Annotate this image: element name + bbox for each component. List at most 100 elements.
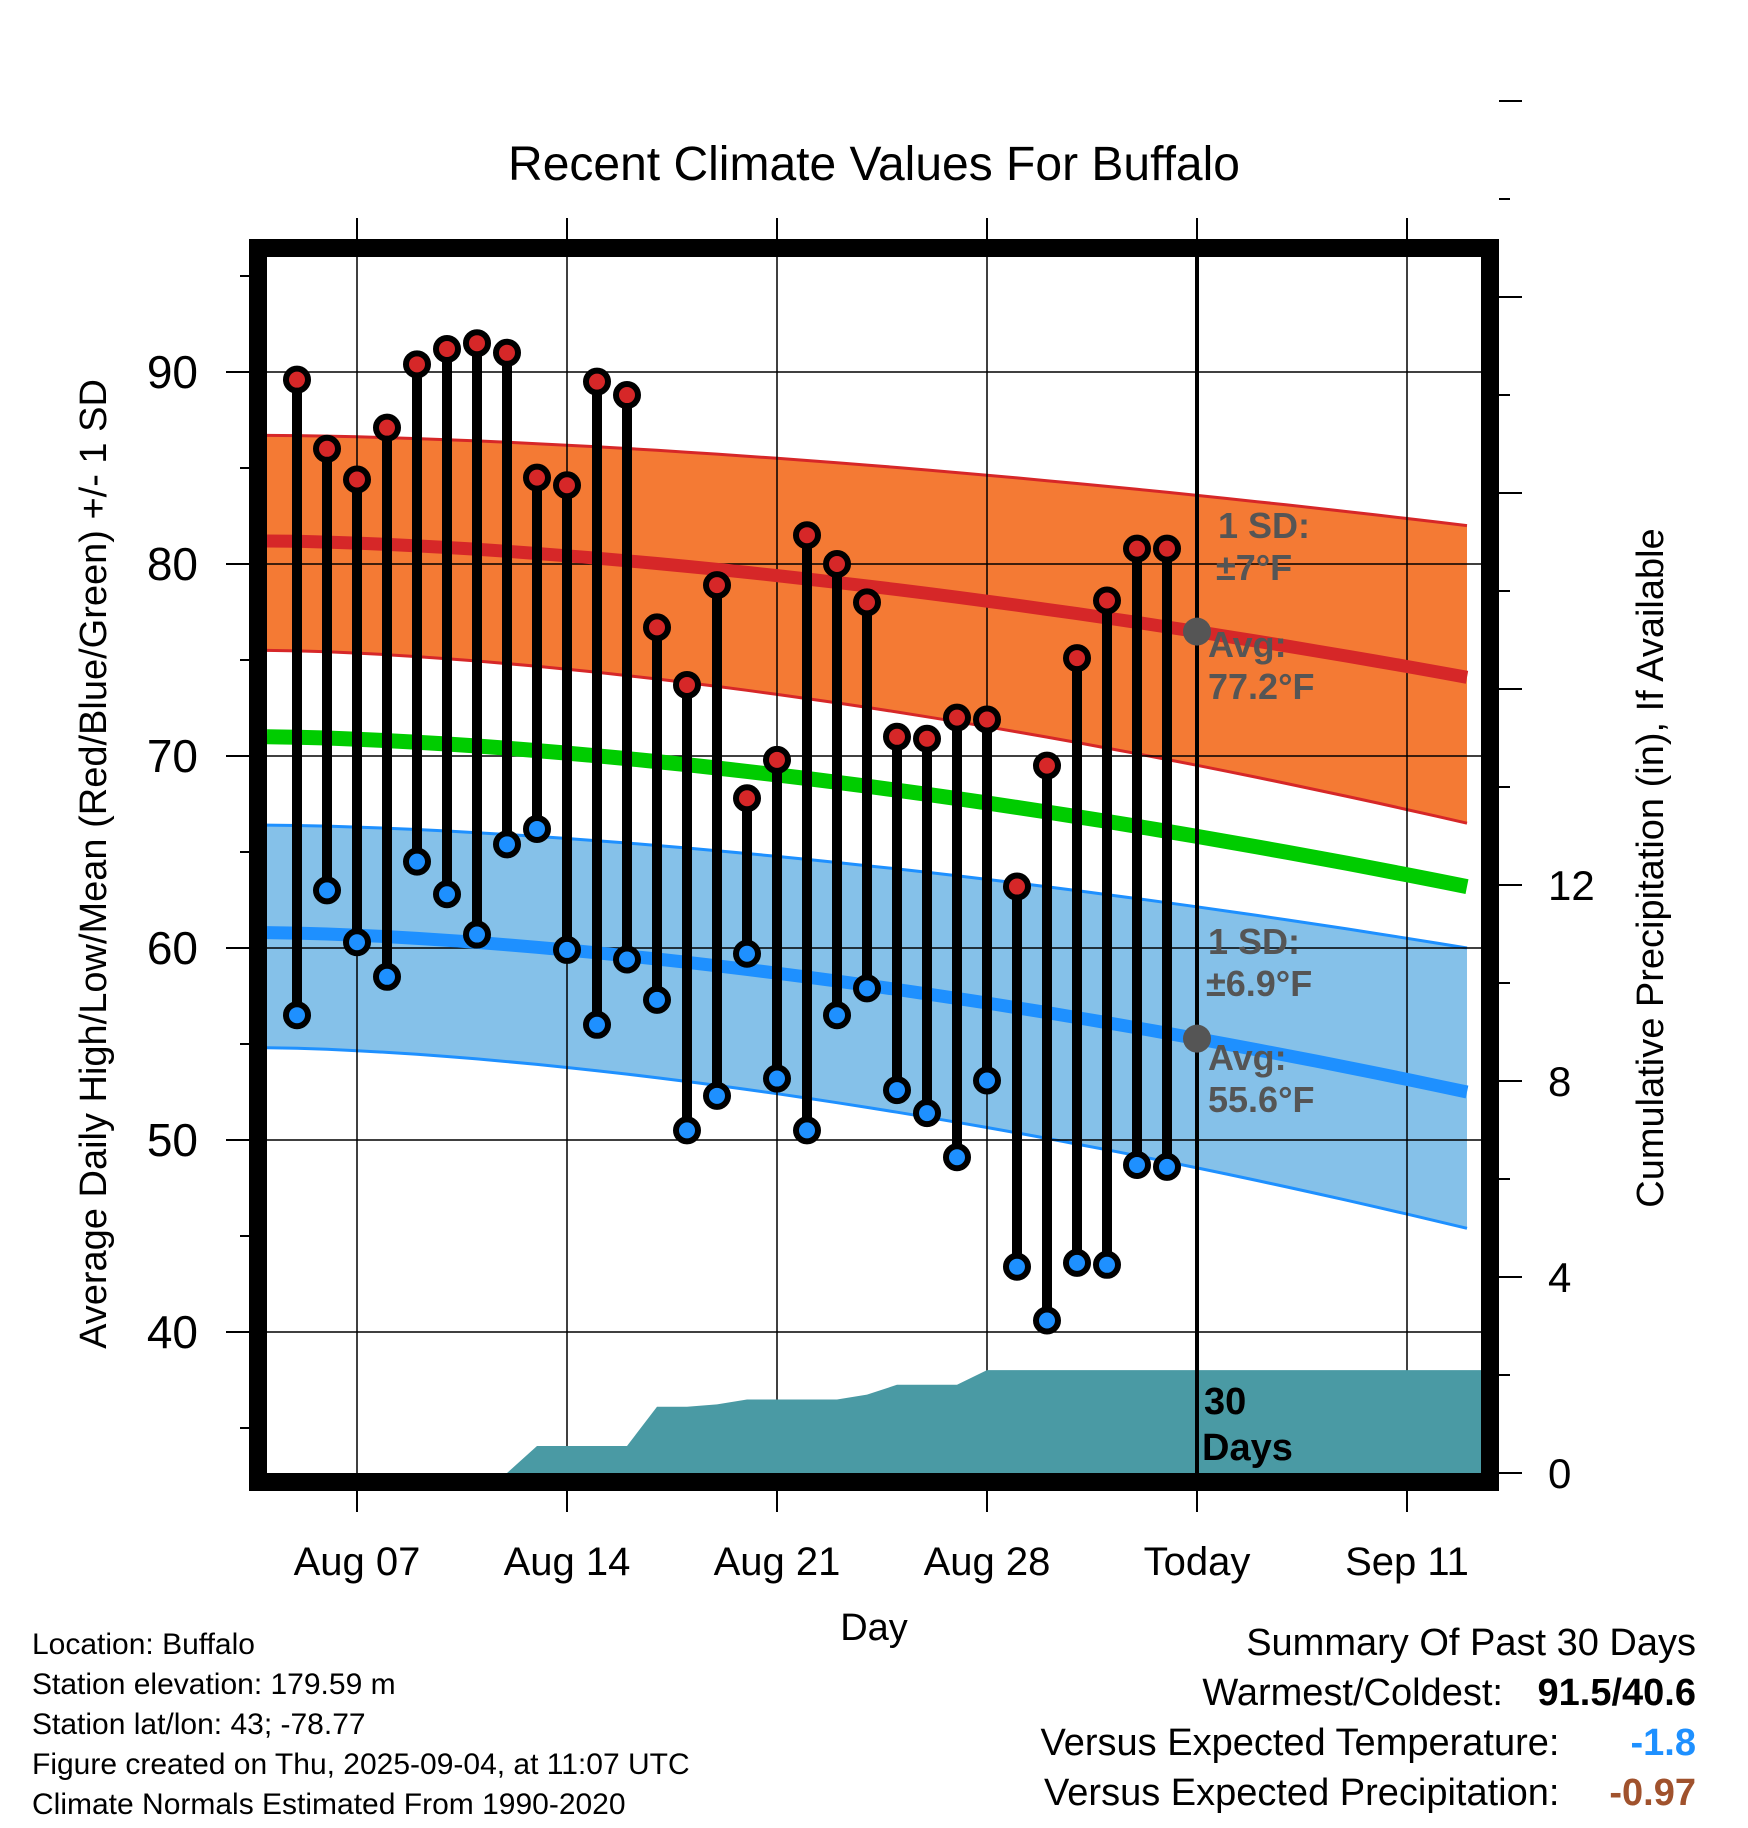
- daily-high-point: [913, 724, 941, 753]
- low-sd-lower-edge: [266, 1046, 1468, 1230]
- x-tick-label: Aug 14: [504, 1540, 631, 1584]
- daily-high-point: [613, 381, 641, 410]
- summary-title: Summary Of Past 30 Days: [1246, 1622, 1696, 1664]
- daily-low-point: [313, 876, 341, 905]
- daily-low-point: [643, 985, 671, 1014]
- summary-warmest-label: Warmest/Coldest:: [1202, 1672, 1503, 1714]
- daily-high-point: [733, 784, 761, 813]
- period-number: 30: [1204, 1381, 1246, 1423]
- summary-precip-value: -0.97: [1609, 1772, 1696, 1814]
- annotations: 1 SD: ±7°F Avg: 77.2°F 1 SD: ±6.9°F Avg:…: [1202, 505, 1314, 1469]
- y-tick-label: 70: [147, 730, 198, 782]
- y2-tick-label: 4: [1548, 1254, 1571, 1301]
- x-tick-label: Aug 28: [924, 1540, 1051, 1584]
- daily-low-point: [283, 1001, 311, 1030]
- daily-high-point: [763, 745, 791, 774]
- y2-tick-label: 8: [1548, 1058, 1571, 1105]
- daily-high-point: [493, 338, 521, 367]
- daily-low-point: [463, 920, 491, 949]
- x-tick-label: Aug 07: [294, 1540, 421, 1584]
- footer-elevation: Station elevation: 179.59 m: [32, 1668, 396, 1701]
- daily-high-point: [853, 588, 881, 617]
- y-tick-label: 60: [147, 922, 198, 974]
- daily-low-point: [853, 974, 881, 1003]
- daily-high-point: [403, 350, 431, 379]
- daily-high-point: [553, 471, 581, 500]
- daily-high-point: [523, 463, 551, 492]
- daily-high-point: [1033, 751, 1061, 780]
- footer-normals: Climate Normals Estimated From 1990-2020: [32, 1788, 626, 1821]
- daily-low-point: [943, 1143, 971, 1172]
- summary-temp-row: Versus Expected Temperature: -1.8: [1041, 1722, 1696, 1765]
- daily-high-point: [583, 367, 611, 396]
- summary-warmest-row: Warmest/Coldest: 91.5/40.6: [1202, 1672, 1696, 1715]
- low-avg-today-dot: [1183, 1024, 1211, 1053]
- low-sd-label: 1 SD:: [1208, 921, 1300, 962]
- daily-high-point: [343, 465, 371, 494]
- daily-high-point: [823, 550, 851, 578]
- high-sd-upper-edge: [266, 433, 1468, 528]
- x-tick-label: Aug 21: [714, 1540, 841, 1584]
- daily-high-point: [943, 703, 971, 732]
- x-tick-label: Today: [1144, 1540, 1251, 1584]
- summary-temp-value: -1.8: [1630, 1722, 1696, 1764]
- daily-high-point: [463, 329, 491, 358]
- daily-low-point: [613, 945, 641, 974]
- precipitation-area: [507, 1370, 1481, 1473]
- plot-frame: [249, 239, 1499, 1491]
- daily-low-point: [493, 830, 521, 859]
- daily-high-point: [1153, 534, 1181, 563]
- daily-high-point: [1123, 534, 1151, 563]
- y2-axis-label: Cumulative Precipitation (in), If Availa…: [1630, 528, 1672, 1207]
- low-avg-label: Avg:: [1208, 1037, 1287, 1078]
- daily-low-point: [763, 1064, 791, 1093]
- daily-observations: [283, 329, 1181, 1335]
- daily-low-point: [1063, 1248, 1091, 1277]
- precip-area-fill: [507, 1370, 1481, 1473]
- high-sd-label: 1 SD:: [1218, 505, 1310, 546]
- daily-low-point: [823, 1001, 851, 1030]
- daily-low-point: [883, 1076, 911, 1105]
- daily-high-point: [793, 521, 821, 550]
- high-avg-today-dot: [1183, 617, 1211, 646]
- daily-high-point: [373, 413, 401, 442]
- y-tick-label: 50: [147, 1114, 198, 1166]
- daily-high-point: [673, 670, 701, 699]
- summary-precip-label: Versus Expected Precipitation:: [1044, 1772, 1560, 1814]
- daily-low-point: [433, 880, 461, 909]
- summary-precip-row: Versus Expected Precipitation: -0.97: [1044, 1772, 1696, 1815]
- y-tick-label: 90: [147, 346, 198, 398]
- y2-tick-label: 0: [1548, 1450, 1571, 1497]
- daily-high-point: [1063, 644, 1091, 673]
- daily-low-point: [1123, 1150, 1151, 1179]
- daily-low-point: [703, 1081, 731, 1110]
- period-unit: Days: [1202, 1427, 1293, 1469]
- chart-title: Recent Climate Values For Buffalo: [508, 138, 1240, 191]
- x-axis-label: Day: [840, 1607, 908, 1649]
- footer-latlon: Station lat/lon: 43; -78.77: [32, 1708, 366, 1741]
- today-marker: [1183, 257, 1211, 1473]
- daily-low-point: [1003, 1252, 1031, 1281]
- daily-low-point: [793, 1116, 821, 1145]
- daily-high-point: [703, 571, 731, 600]
- y-tick-label: 40: [147, 1306, 198, 1358]
- y-axis-label: Average Daily High/Low/Mean (Red/Blue/Gr…: [73, 379, 115, 1349]
- daily-low-point: [583, 1010, 611, 1039]
- y-tick-label: 80: [147, 538, 198, 590]
- daily-high-point: [1093, 586, 1121, 615]
- daily-high-point: [643, 613, 671, 642]
- daily-low-point: [1153, 1152, 1181, 1181]
- footer-location: Location: Buffalo: [32, 1628, 255, 1661]
- daily-low-point: [553, 935, 581, 964]
- daily-high-point: [1003, 872, 1031, 901]
- low-avg-value: 55.6°F: [1208, 1079, 1314, 1120]
- daily-low-point: [1033, 1306, 1061, 1335]
- daily-low-point: [1093, 1250, 1121, 1279]
- daily-low-point: [973, 1066, 1001, 1095]
- daily-high-point: [973, 705, 1001, 734]
- daily-low-point: [403, 847, 431, 876]
- daily-low-point: [673, 1116, 701, 1145]
- high-avg-line: [266, 534, 1469, 684]
